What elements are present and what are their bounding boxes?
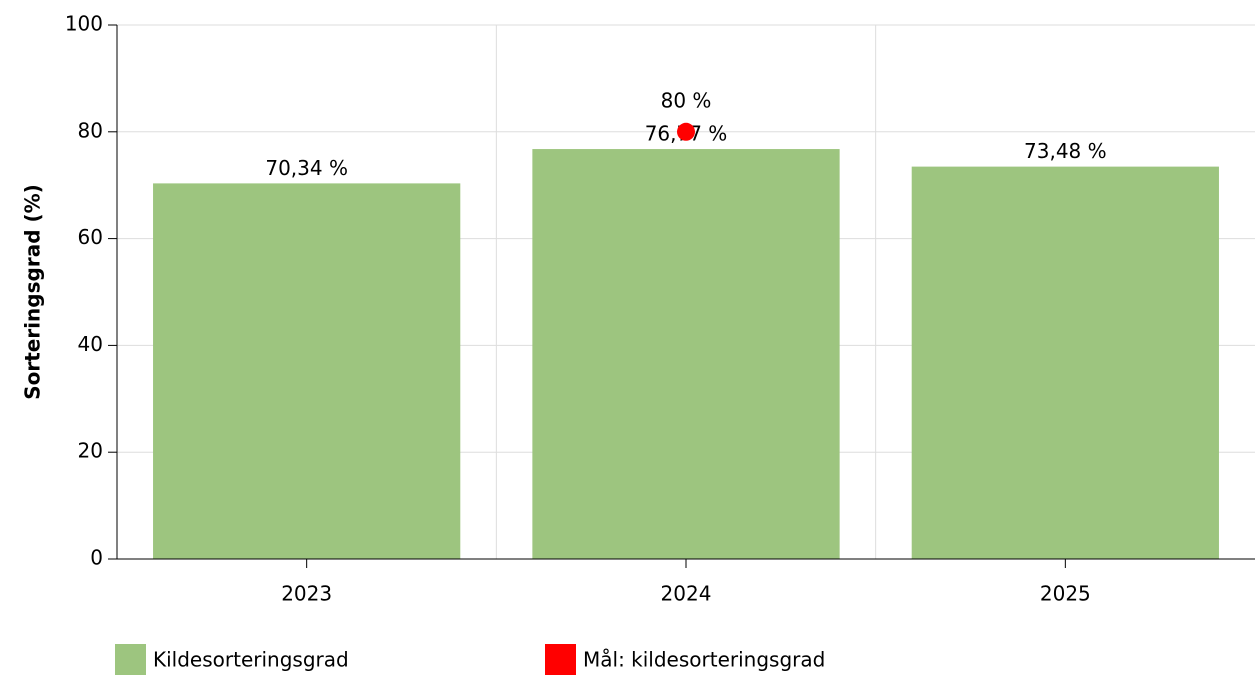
x-tick-label: 2024: [661, 582, 712, 606]
bar: [153, 183, 461, 559]
target-point: [677, 122, 695, 141]
data-label: 80 %: [661, 88, 712, 112]
bar: [911, 166, 1219, 559]
y-tick-label: 100: [65, 12, 103, 36]
legend-label: Kildesorteringsgrad: [153, 648, 349, 672]
legend-label: Mål: kildesorteringsgrad: [583, 648, 825, 672]
data-label: 70,34 %: [265, 156, 348, 180]
x-tick-label: 2023: [281, 582, 332, 606]
y-tick-label: 0: [90, 546, 103, 570]
legend-swatch: [545, 644, 576, 675]
y-tick-label: 80: [78, 118, 103, 142]
y-axis-label: Sorteringsgrad (%): [21, 184, 45, 400]
y-tick-label: 60: [78, 225, 103, 249]
bar: [532, 149, 840, 559]
x-tick-label: 2025: [1040, 582, 1091, 606]
y-tick-label: 20: [78, 439, 103, 463]
legend-swatch: [115, 644, 146, 675]
data-label: 73,48 %: [1024, 139, 1107, 163]
y-tick-label: 40: [78, 332, 103, 356]
